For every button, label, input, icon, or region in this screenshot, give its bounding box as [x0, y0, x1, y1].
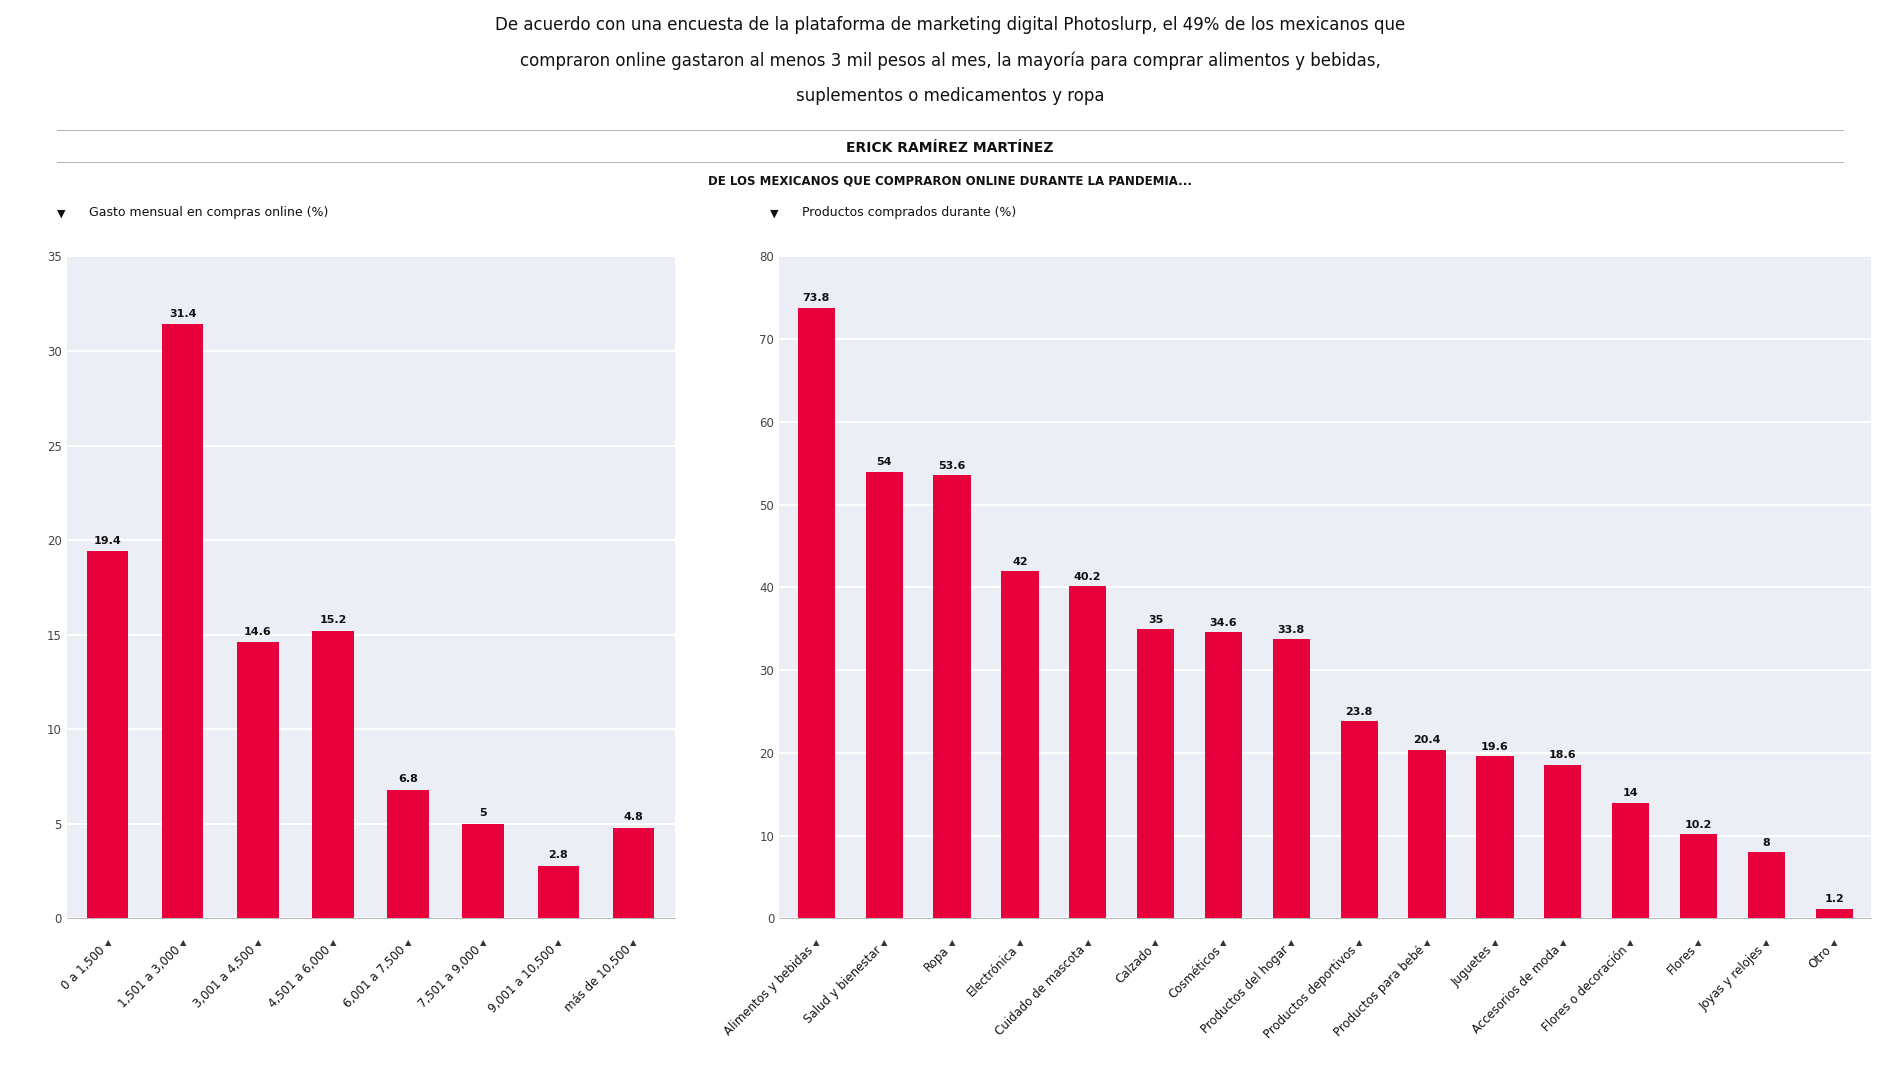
- Text: ▲: ▲: [1017, 938, 1022, 947]
- Bar: [1341, 722, 1378, 918]
- Text: 20.4: 20.4: [1414, 736, 1440, 745]
- Text: Productos comprados durante (%): Productos comprados durante (%): [802, 206, 1016, 219]
- Text: 8: 8: [1763, 838, 1771, 848]
- Bar: [612, 828, 654, 918]
- Text: 4.8: 4.8: [623, 812, 644, 822]
- Bar: [1408, 750, 1446, 918]
- Text: ▲: ▲: [405, 938, 410, 947]
- Text: Gasto mensual en compras online (%): Gasto mensual en compras online (%): [89, 206, 329, 219]
- Bar: [1070, 585, 1106, 918]
- Text: ▲: ▲: [1085, 938, 1091, 947]
- Text: 18.6: 18.6: [1548, 751, 1577, 760]
- Bar: [1680, 834, 1718, 918]
- Text: DE LOS MEXICANOS QUE COMPRARON ONLINE DURANTE LA PANDEMIA...: DE LOS MEXICANOS QUE COMPRARON ONLINE DU…: [709, 174, 1191, 187]
- Text: ▲: ▲: [255, 938, 260, 947]
- Text: ▲: ▲: [948, 938, 956, 947]
- Bar: [162, 325, 203, 918]
- Bar: [1816, 909, 1852, 918]
- Bar: [388, 790, 429, 918]
- Bar: [1611, 803, 1649, 918]
- Bar: [1476, 756, 1514, 918]
- Bar: [1748, 852, 1784, 918]
- Text: compraron online gastaron al menos 3 mil pesos al mes, la mayoría para comprar a: compraron online gastaron al menos 3 mil…: [519, 51, 1381, 69]
- Bar: [933, 475, 971, 918]
- Bar: [1136, 629, 1174, 918]
- Text: 19.6: 19.6: [1480, 742, 1509, 752]
- Text: ▲: ▲: [1832, 938, 1837, 947]
- Text: ▼: ▼: [770, 209, 777, 219]
- Text: ▲: ▲: [481, 938, 486, 947]
- Bar: [87, 551, 129, 918]
- Text: De acuerdo con una encuesta de la plataforma de marketing digital Photoslurp, el: De acuerdo con una encuesta de la plataf…: [494, 16, 1406, 34]
- Bar: [312, 631, 353, 918]
- Text: ERICK RAMÍREZ MARTÍNEZ: ERICK RAMÍREZ MARTÍNEZ: [846, 141, 1054, 155]
- Text: ▲: ▲: [104, 938, 110, 947]
- Bar: [1545, 765, 1581, 918]
- Bar: [798, 308, 834, 918]
- Bar: [538, 865, 580, 918]
- Text: 2.8: 2.8: [549, 850, 568, 860]
- Text: 19.4: 19.4: [93, 536, 122, 546]
- Bar: [1205, 632, 1243, 918]
- Text: 23.8: 23.8: [1345, 707, 1374, 718]
- Text: 35: 35: [1148, 615, 1163, 625]
- Text: ▲: ▲: [180, 938, 186, 947]
- Text: 14.6: 14.6: [243, 627, 272, 637]
- Text: 54: 54: [876, 457, 891, 468]
- Text: 34.6: 34.6: [1210, 618, 1237, 628]
- Text: 6.8: 6.8: [399, 774, 418, 784]
- Bar: [866, 471, 902, 918]
- Bar: [1273, 639, 1309, 918]
- Text: 53.6: 53.6: [939, 460, 965, 471]
- Text: ▲: ▲: [882, 938, 887, 947]
- Text: ▲: ▲: [555, 938, 560, 947]
- Text: 73.8: 73.8: [802, 294, 830, 303]
- Text: ▲: ▲: [1357, 938, 1362, 947]
- Text: 1.2: 1.2: [1824, 894, 1845, 905]
- Text: ▲: ▲: [331, 938, 336, 947]
- Text: ▲: ▲: [1153, 938, 1159, 947]
- Text: ▼: ▼: [57, 209, 65, 219]
- Text: ▲: ▲: [1560, 938, 1566, 947]
- Text: 5: 5: [479, 808, 486, 818]
- Text: ▲: ▲: [1423, 938, 1431, 947]
- Text: ▲: ▲: [1695, 938, 1702, 947]
- Bar: [462, 823, 504, 918]
- Text: 31.4: 31.4: [169, 309, 196, 318]
- Text: 14: 14: [1623, 788, 1638, 799]
- Text: 33.8: 33.8: [1277, 625, 1305, 634]
- Text: 15.2: 15.2: [319, 615, 346, 625]
- Text: ▲: ▲: [1492, 938, 1497, 947]
- Bar: [1001, 570, 1039, 918]
- Text: 40.2: 40.2: [1074, 571, 1102, 582]
- Text: 10.2: 10.2: [1685, 820, 1712, 830]
- Text: ▲: ▲: [631, 938, 637, 947]
- Text: ▲: ▲: [1628, 938, 1634, 947]
- Text: suplementos o medicamentos y ropa: suplementos o medicamentos y ropa: [796, 87, 1104, 105]
- Bar: [238, 642, 279, 918]
- Text: 42: 42: [1013, 556, 1028, 567]
- Text: ▲: ▲: [1763, 938, 1769, 947]
- Text: ▲: ▲: [1220, 938, 1227, 947]
- Text: ▲: ▲: [1288, 938, 1294, 947]
- Text: ▲: ▲: [813, 938, 819, 947]
